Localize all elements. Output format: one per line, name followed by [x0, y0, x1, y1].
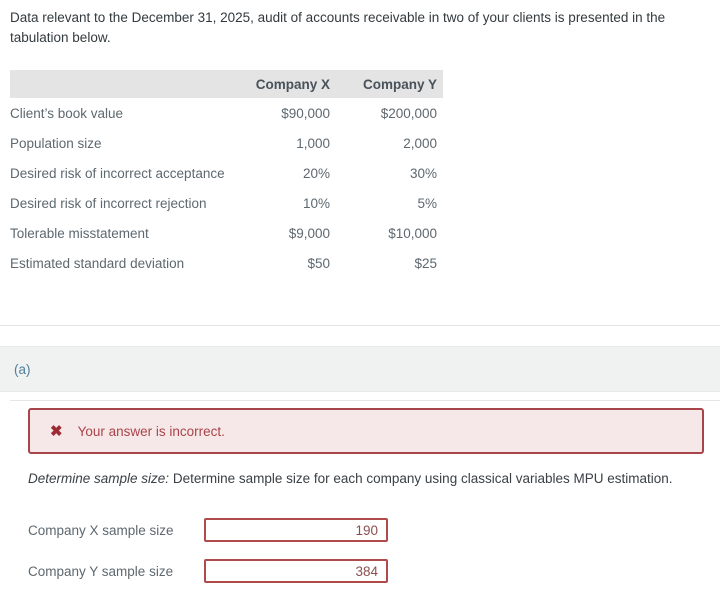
row-value-x: $90,000: [281, 105, 330, 121]
content-divider: [10, 400, 720, 401]
row-label: Desired risk of incorrect rejection: [10, 195, 207, 211]
row-value-y: 2,000: [403, 135, 437, 151]
row-value-x: 10%: [302, 195, 330, 211]
section-header-a[interactable]: (a): [0, 346, 720, 392]
prompt-lead: Determine sample size:: [28, 471, 170, 486]
row-label: Client’s book value: [10, 105, 124, 121]
section-divider: [0, 325, 720, 326]
table-row: Client’s book value $90,000 $200,000: [10, 98, 443, 128]
company-y-sample-size-label: Company Y sample size: [28, 563, 174, 579]
answer-row-company-y: Company Y sample size: [28, 559, 388, 583]
table-row: Estimated standard deviation $50 $25: [10, 248, 443, 278]
company-x-sample-size-input[interactable]: [204, 518, 388, 542]
row-value-x: 20%: [302, 165, 330, 181]
row-label: Desired risk of incorrect acceptance: [10, 165, 225, 181]
row-value-y: $200,000: [380, 105, 437, 121]
row-label: Estimated standard deviation: [10, 255, 185, 271]
row-value-y: 5%: [417, 195, 437, 211]
row-value-y: 30%: [409, 165, 437, 181]
table-row: Population size 1,000 2,000: [10, 128, 443, 158]
incorrect-answer-alert: ✖ Your answer is incorrect.: [28, 408, 704, 454]
row-value-x: 1,000: [296, 135, 330, 151]
row-label: Tolerable misstatement: [10, 225, 149, 241]
row-label: Population size: [10, 135, 102, 151]
table-header-row: Company X Company Y: [10, 70, 443, 98]
question-prompt: Determine sample size: Determine sample …: [28, 471, 708, 486]
row-value-y: $25: [414, 255, 437, 271]
table-row: Desired risk of incorrect rejection 10% …: [10, 188, 443, 218]
company-x-sample-size-label: Company X sample size: [28, 522, 174, 538]
data-table: Company X Company Y Client’s book value …: [10, 70, 443, 278]
table-header-company-x: Company X: [255, 76, 330, 92]
prompt-body: Determine sample size for each company u…: [169, 471, 673, 486]
table-row: Desired risk of incorrect acceptance 20%…: [10, 158, 443, 188]
error-x-icon: ✖: [50, 422, 63, 440]
row-value-y: $10,000: [388, 225, 437, 241]
answer-row-company-x: Company X sample size: [28, 518, 388, 542]
table-header-company-y: Company Y: [362, 76, 437, 92]
table-row: Tolerable misstatement $9,000 $10,000: [10, 218, 443, 248]
question-intro: Data relevant to the December 31, 2025, …: [10, 10, 666, 45]
section-label: (a): [14, 361, 31, 377]
alert-message: Your answer is incorrect.: [77, 423, 225, 439]
row-value-x: $9,000: [288, 225, 330, 241]
company-y-sample-size-input[interactable]: [204, 559, 388, 583]
row-value-x: $50: [307, 255, 330, 271]
